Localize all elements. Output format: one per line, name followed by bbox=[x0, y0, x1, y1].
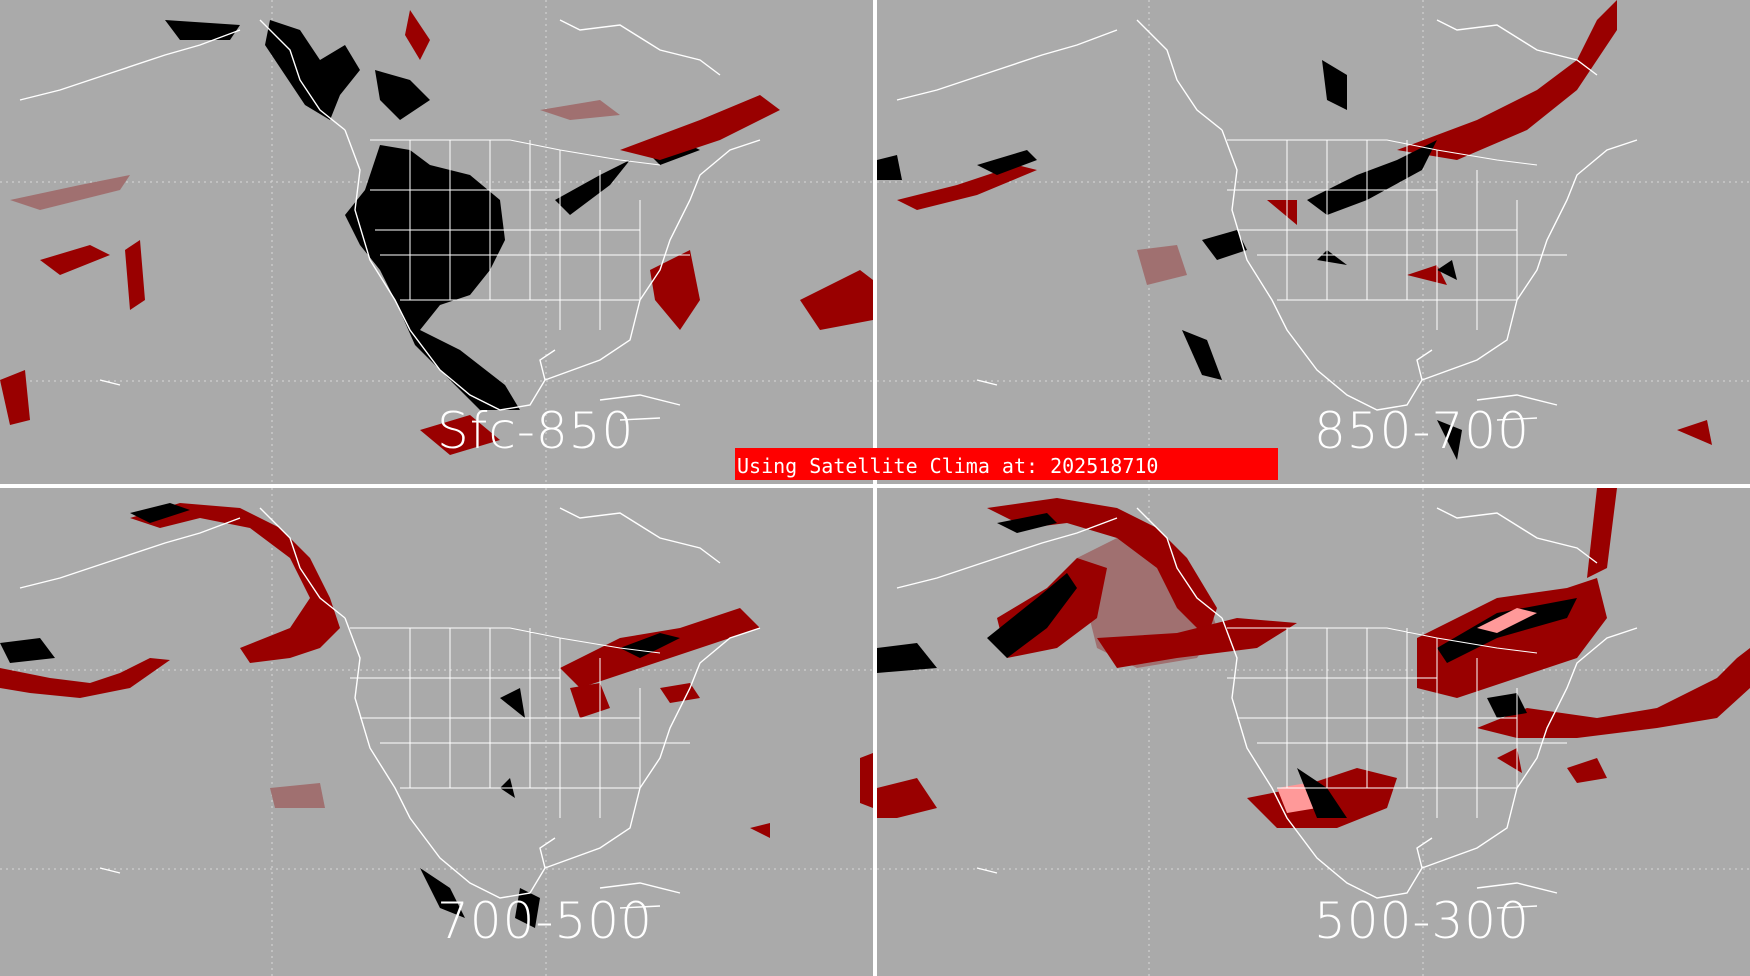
map-500-300: 500-300 bbox=[877, 488, 1750, 976]
panel-700-500: 700-500 bbox=[0, 488, 873, 976]
map-700-500: 700-500 bbox=[0, 488, 873, 976]
lat-lon-grid bbox=[0, 0, 873, 484]
coastline bbox=[896, 19, 1638, 411]
coastline bbox=[19, 507, 761, 899]
moisture-red-arc bbox=[130, 503, 340, 663]
horizontal-divider bbox=[0, 484, 1750, 488]
panel-850-700: 850-700 bbox=[877, 0, 1750, 484]
coastline bbox=[896, 507, 1638, 899]
moisture-black-west bbox=[345, 145, 520, 410]
panel-sfc-850: Sfc-850 bbox=[0, 0, 873, 484]
vertical-divider bbox=[873, 0, 877, 976]
panel-label-700-500: 700-500 bbox=[437, 892, 653, 950]
moisture-red-northeast bbox=[1417, 578, 1607, 698]
panel-label-500-300: 500-300 bbox=[1314, 892, 1530, 950]
moisture-black-canada bbox=[265, 20, 360, 120]
state-boundaries bbox=[370, 139, 690, 330]
satellite-clima-banner: Using Satellite Clima at: 202518710 bbox=[735, 448, 1278, 480]
moisture-red-pacific-arc bbox=[0, 658, 170, 698]
panel-label-850-700: 850-700 bbox=[1314, 402, 1530, 460]
panel-label-sfc-850: Sfc-850 bbox=[437, 402, 634, 460]
map-sfc-850: Sfc-850 bbox=[0, 0, 873, 484]
panel-500-300: 500-300 bbox=[877, 488, 1750, 976]
moisture-black-patch bbox=[375, 70, 430, 120]
moisture-red-pacific bbox=[897, 165, 1037, 210]
moisture-red-northeast bbox=[620, 95, 780, 160]
moisture-red-northeast bbox=[1397, 0, 1617, 160]
map-850-700: 850-700 bbox=[877, 0, 1750, 484]
